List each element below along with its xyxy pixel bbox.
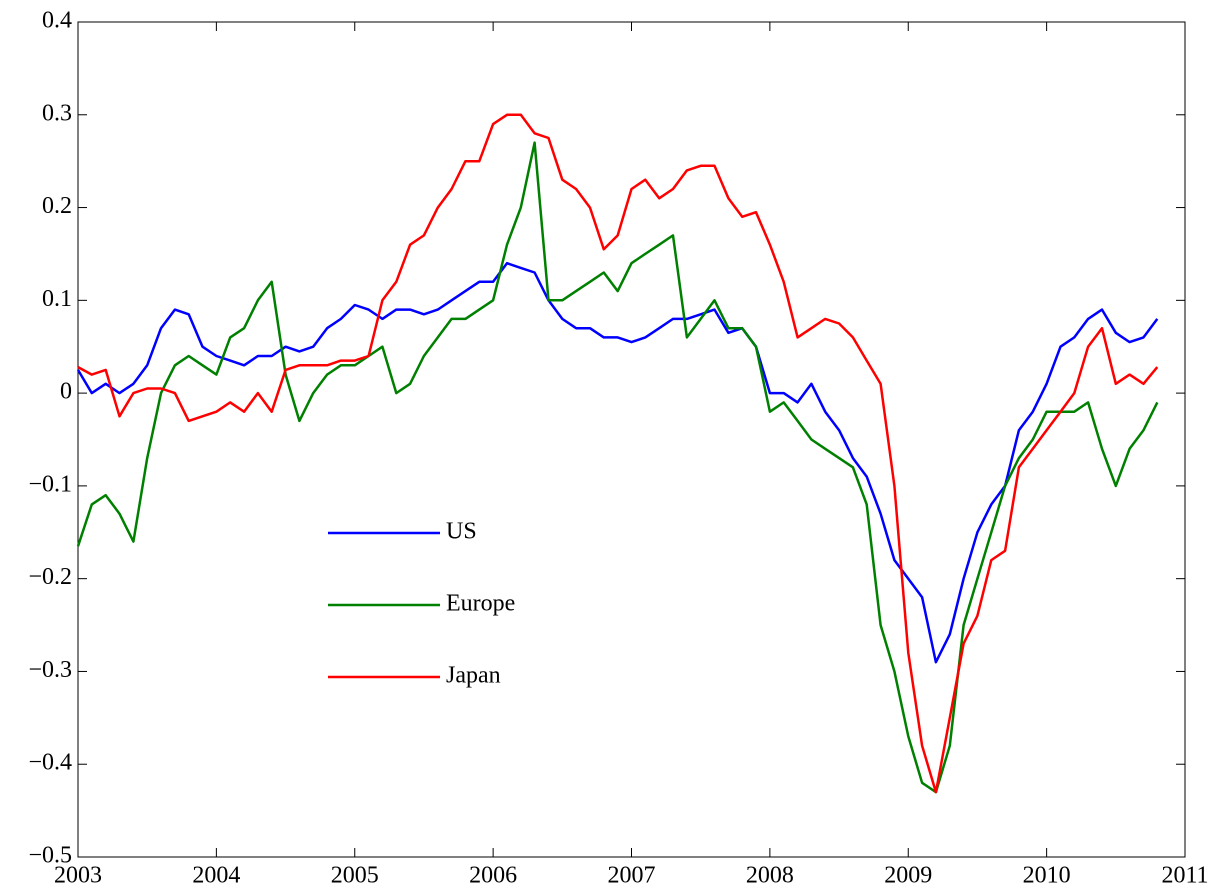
y-tick-label: −0.2 <box>28 564 72 590</box>
y-tick-label: 0 <box>60 379 72 405</box>
series-line <box>76 261 1159 664</box>
x-tick-label: 2008 <box>746 863 794 889</box>
x-tick-label: 2011 <box>1161 863 1208 889</box>
y-tick-label: −0.4 <box>28 750 72 776</box>
series-line <box>77 113 1159 794</box>
legend-label: Japan <box>446 663 501 689</box>
x-tick-label: 2005 <box>331 863 379 889</box>
y-tick-label: 0.4 <box>42 8 72 34</box>
plot-frame <box>77 21 1186 858</box>
series-line <box>76 141 1159 794</box>
x-tick-label: 2007 <box>608 863 656 889</box>
y-tick-label: −0.5 <box>28 843 72 869</box>
y-tick-label: −0.3 <box>28 657 72 683</box>
x-tick-label: 2010 <box>1023 863 1071 889</box>
x-tick-label: 2009 <box>884 863 932 889</box>
y-tick-label: 0.2 <box>42 193 72 219</box>
legend-label: Europe <box>446 591 515 617</box>
x-tick-label: 2006 <box>469 863 517 889</box>
y-tick-label: 0.3 <box>42 100 72 126</box>
y-tick-label: 0.1 <box>42 286 72 312</box>
legend-label: US <box>446 519 477 545</box>
x-tick-label: 2004 <box>192 863 240 889</box>
x-tick-label: 2003 <box>54 863 102 889</box>
y-tick-label: −0.1 <box>28 471 72 497</box>
